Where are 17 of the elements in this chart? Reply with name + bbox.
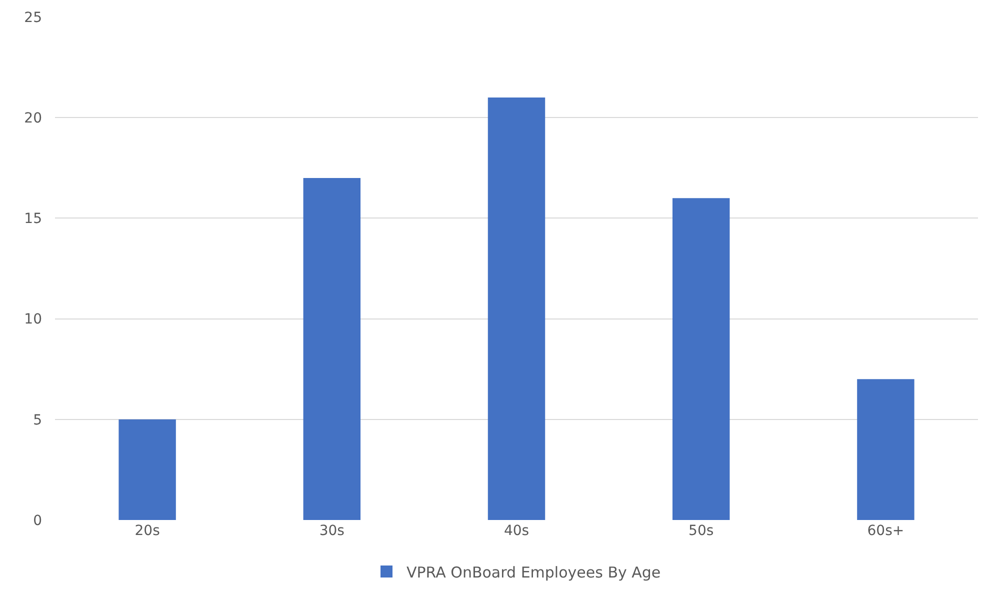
x-tick-label: 50s xyxy=(688,523,714,539)
x-tick-label: 60s+ xyxy=(867,523,904,539)
x-tick-label: 40s xyxy=(504,523,530,539)
bar xyxy=(672,198,730,520)
bar xyxy=(857,379,914,520)
legend-label: VPRA OnBoard Employees By Age xyxy=(406,563,661,582)
x-tick-label: 30s xyxy=(319,523,344,539)
bar xyxy=(488,97,546,520)
bar xyxy=(303,178,361,520)
y-tick-label: 5 xyxy=(33,412,42,428)
y-tick-label: 20 xyxy=(24,110,42,126)
bar xyxy=(118,419,176,520)
y-tick-label: 10 xyxy=(24,312,42,328)
y-tick-label: 0 xyxy=(33,512,42,529)
y-tick-label: 15 xyxy=(24,211,42,228)
x-tick-label: 20s xyxy=(134,523,160,539)
y-tick-label: 25 xyxy=(24,10,42,26)
